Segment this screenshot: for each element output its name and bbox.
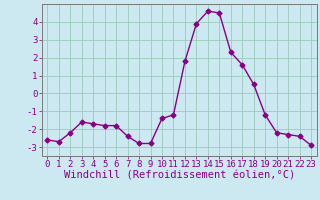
X-axis label: Windchill (Refroidissement éolien,°C): Windchill (Refroidissement éolien,°C): [64, 171, 295, 181]
